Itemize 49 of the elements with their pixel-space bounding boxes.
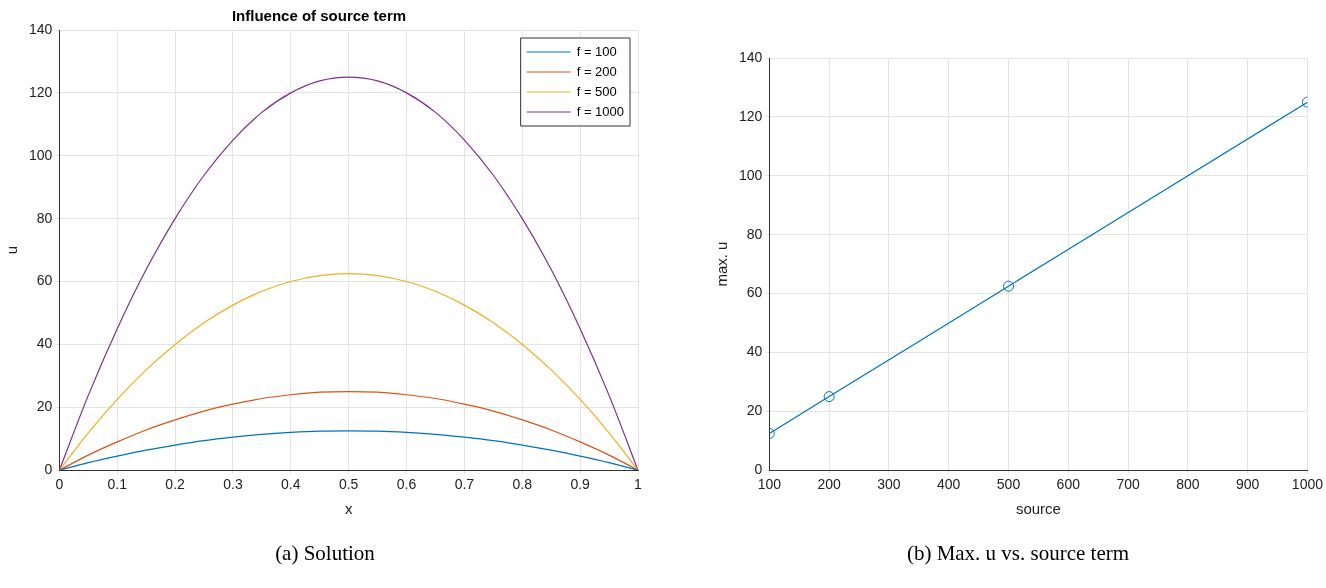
y-tick-label: 40 — [36, 335, 53, 352]
point — [1003, 280, 1014, 292]
x-axis-title: x — [344, 500, 353, 518]
legend-label: f = 500 — [576, 83, 617, 99]
legend-label: f = 200 — [576, 63, 617, 79]
x-tick-label: 0.5 — [338, 476, 359, 493]
x-tick-label: 500 — [996, 476, 1021, 493]
text: (a) Solution — [274, 541, 376, 566]
x-tick-label: 700 — [1116, 476, 1140, 493]
y-axis-title: max. u — [713, 241, 731, 287]
x-tick-label: 1000 — [1291, 476, 1324, 493]
x-tick-label: 300 — [877, 476, 901, 493]
x-tick-label: 0.4 — [281, 476, 301, 493]
x-tick-label: 0.8 — [512, 476, 533, 493]
y-axis-title: u — [3, 245, 21, 255]
y-tick-label: 20 — [36, 398, 53, 415]
x-tick-label: 200 — [817, 476, 842, 493]
y-tick-label: 140 — [29, 20, 53, 37]
y-tick-label: 60 — [36, 272, 53, 289]
y-tick-label: 100 — [29, 146, 53, 163]
y-tick-label: 140 — [739, 48, 763, 65]
y-tick-label: 40 — [746, 343, 763, 360]
x-tick-label: 600 — [1056, 476, 1081, 493]
x-tick-label: 400 — [937, 476, 961, 493]
x-tick-label: 100 — [757, 476, 782, 493]
x-axis-title: source — [1015, 500, 1061, 518]
y-tick-label: 0 — [754, 461, 763, 478]
y-tick-label: 20 — [746, 402, 763, 419]
legend-label: f = 1000 — [576, 103, 625, 119]
x-tick-label: 0.3 — [223, 476, 243, 493]
x-tick-label: 0.7 — [454, 476, 475, 493]
y-tick-label: 60 — [746, 284, 763, 301]
y-tick-label: 80 — [36, 209, 53, 226]
y-tick-label: 80 — [746, 225, 763, 242]
chart-title: Influence of source term — [231, 7, 407, 25]
x-tick-label: 900 — [1235, 476, 1260, 493]
x-tick-label: 800 — [1176, 476, 1200, 493]
y-tick-label: 120 — [29, 83, 53, 100]
y-tick-label: 100 — [739, 166, 763, 183]
x-tick-label: 0.2 — [165, 476, 186, 493]
legend-label: f = 100 — [576, 43, 617, 59]
y-tick-label: 0 — [44, 461, 53, 478]
x-tick-label: 0.9 — [570, 476, 591, 493]
x-tick-label: 1 — [634, 476, 643, 493]
text: (b) Max. u vs. source term — [905, 541, 1131, 566]
y-tick-label: 120 — [739, 107, 763, 124]
x-tick-label: 0.6 — [396, 476, 417, 493]
x-tick-label: 0 — [55, 476, 64, 493]
x-tick-label: 0.1 — [107, 476, 128, 493]
